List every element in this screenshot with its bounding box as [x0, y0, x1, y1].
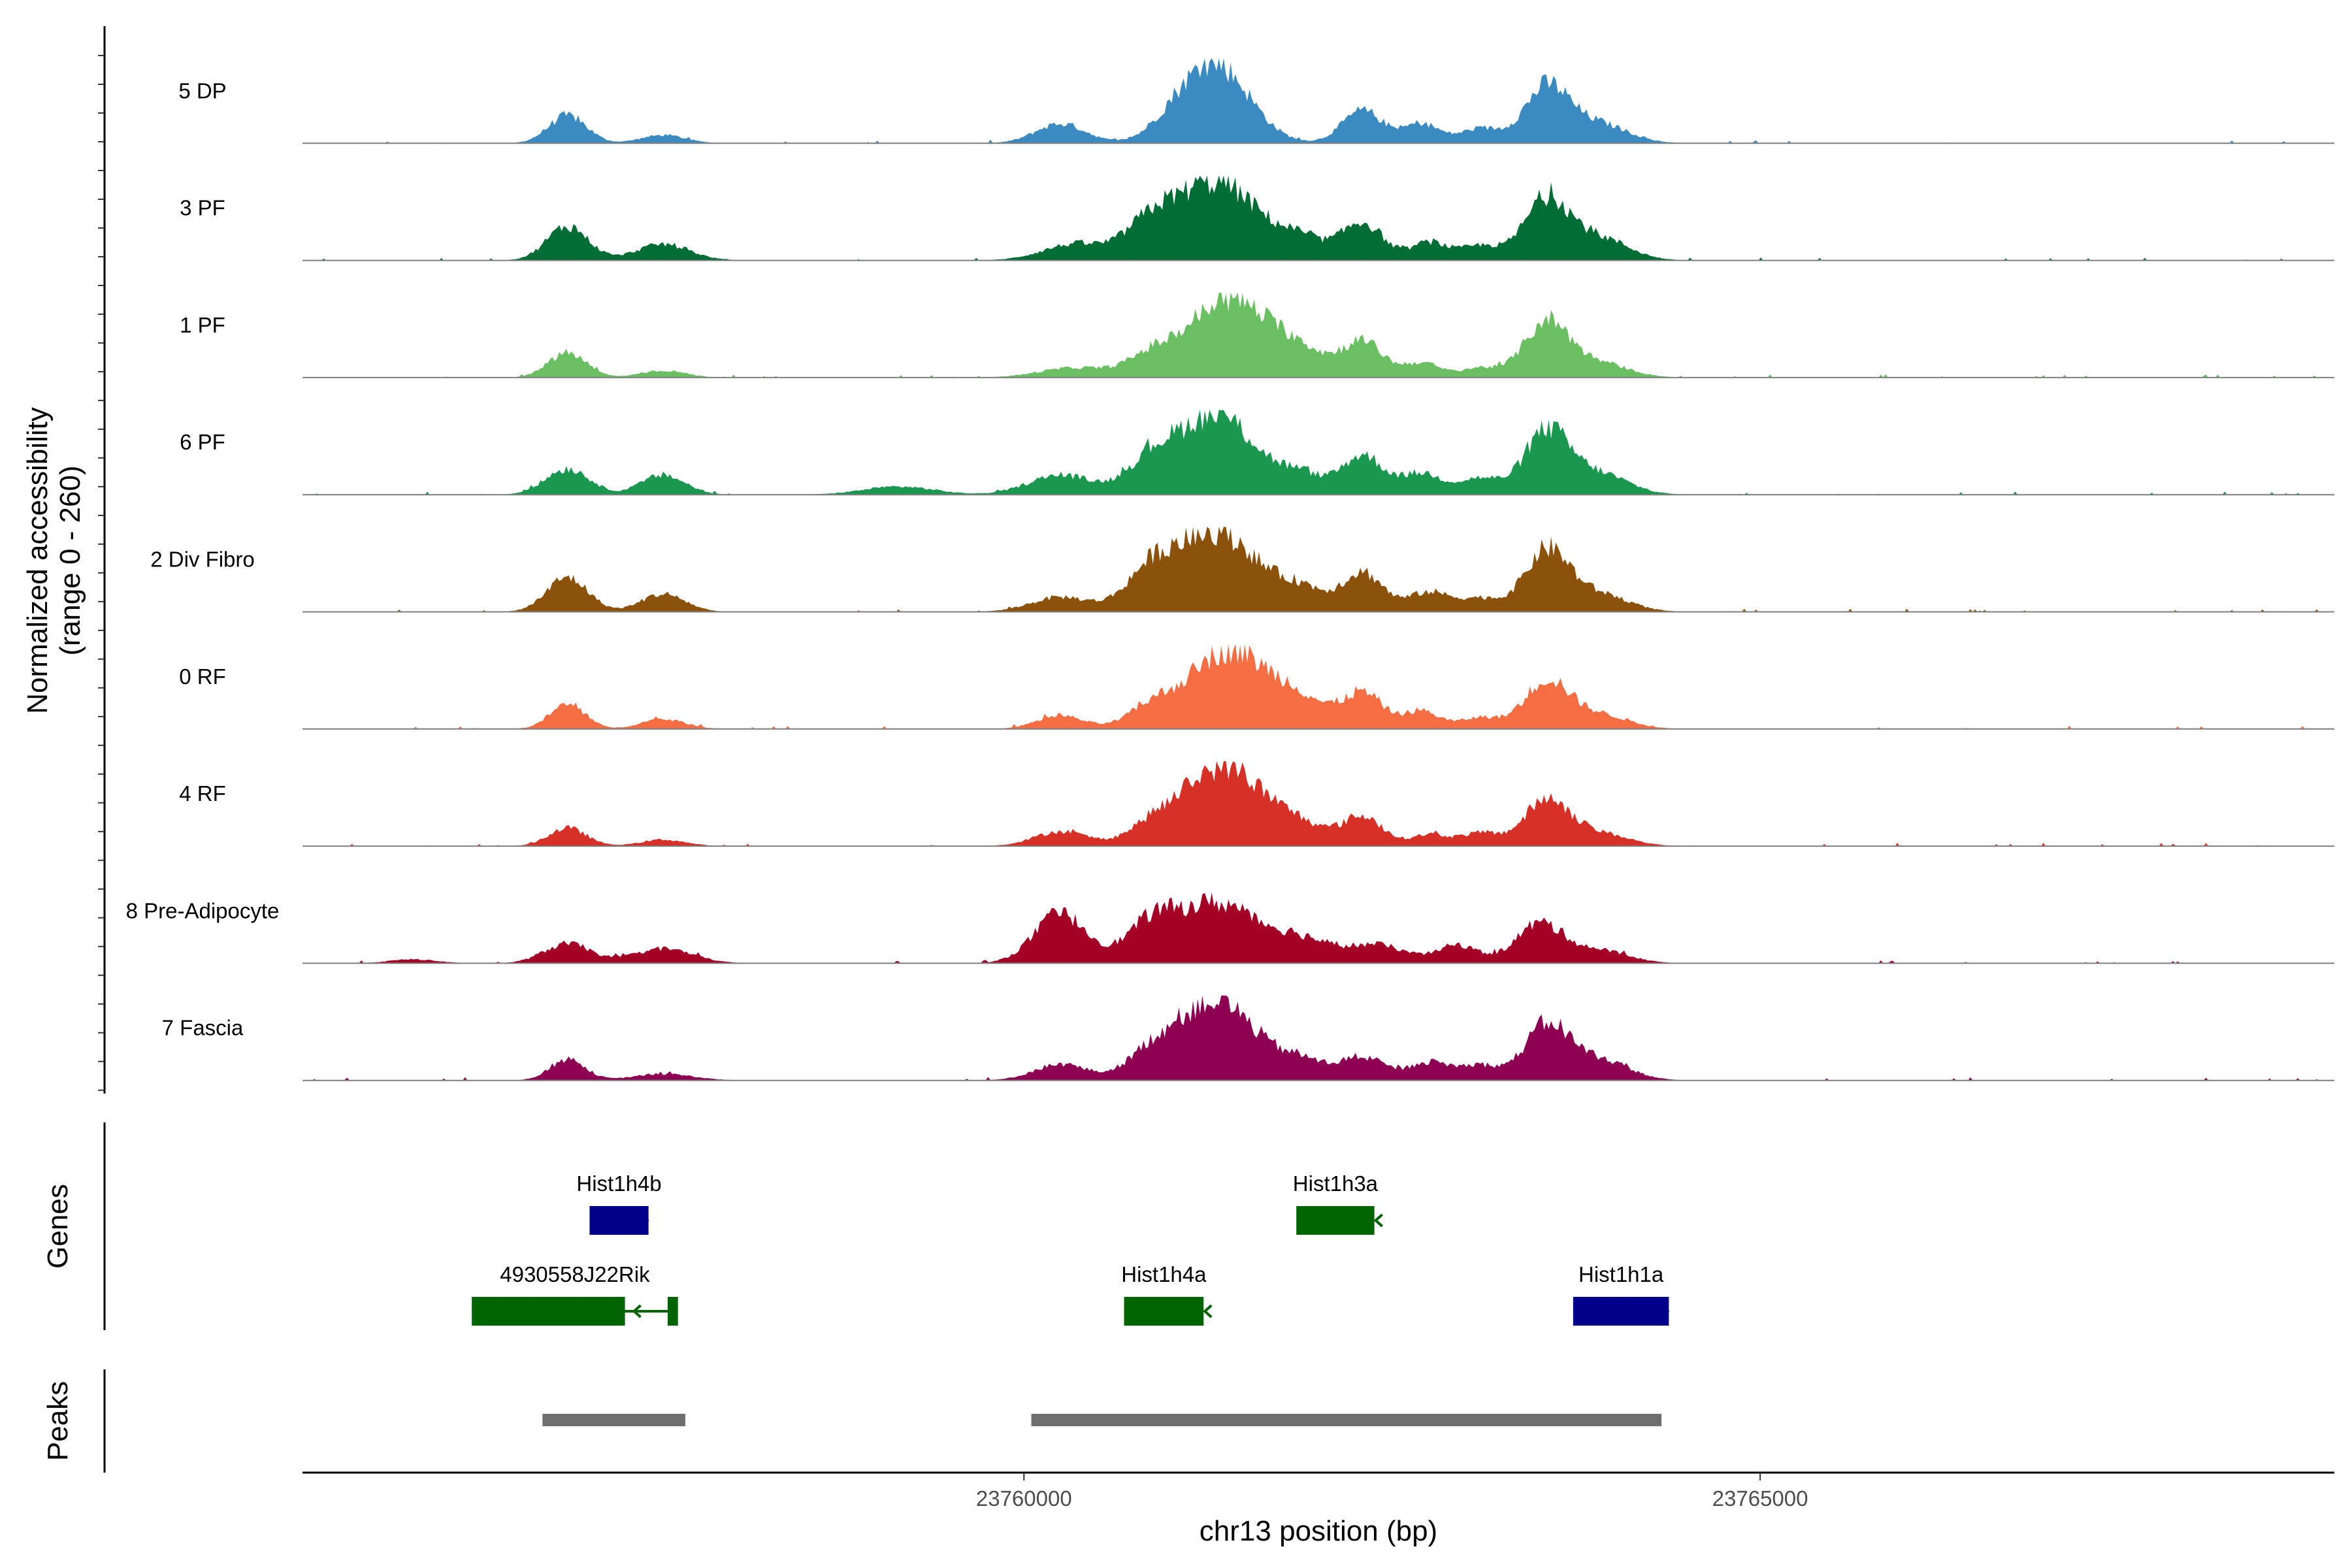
track-label: 5 DP: [178, 78, 226, 103]
track-label: 7 Fascia: [162, 1016, 244, 1040]
gene-label: Hist1h3a: [1293, 1171, 1379, 1196]
track-4: 2 Div Fibro: [150, 527, 2334, 613]
gene-exon: [667, 1297, 678, 1326]
genes-panel: Genes Hist1h4b Hist1h3a 4930558J22Rik Hist1…: [42, 1122, 1670, 1330]
track-7: 8 Pre-Adipocyte: [126, 892, 2334, 964]
coverage-area: [302, 527, 2334, 612]
strand-arrow: [1373, 1213, 1383, 1228]
peak-region: [1031, 1414, 1662, 1426]
coverage-area: [302, 892, 2334, 964]
coverage-area: [302, 58, 2334, 144]
genes-axis-label: Genes: [42, 1184, 74, 1269]
x-axis-label: chr13 position (bp): [1200, 1515, 1437, 1547]
gene-label: 4930558J22Rik: [500, 1262, 650, 1286]
x-tick-label: 23765000: [1712, 1486, 1808, 1511]
track-label: 8 Pre-Adipocyte: [126, 898, 280, 923]
track-label: 3 PF: [180, 196, 225, 220]
coverage-area: [302, 761, 2334, 847]
gene-label: Hist1h1a: [1578, 1262, 1664, 1286]
gene-Hist1h3a: Hist1h3a: [1293, 1171, 1383, 1235]
coverage-area: [302, 410, 2334, 495]
track-label: 6 PF: [180, 430, 225, 454]
gene-exon: [472, 1297, 625, 1326]
gene-Hist1h4a: Hist1h4a: [1121, 1262, 1213, 1326]
coverage-area: [302, 175, 2334, 261]
y-axis-label-line2: (range 0 - 260): [54, 465, 86, 655]
coverage-area: [302, 292, 2334, 378]
y-axis: [98, 26, 106, 1094]
track-6: 4 RF: [179, 761, 2334, 847]
strand-arrow: [1203, 1304, 1213, 1318]
x-tick-label: 23760000: [976, 1486, 1072, 1511]
track-3: 6 PF: [180, 410, 2334, 496]
track-1: 3 PF: [180, 175, 2334, 261]
track-label: 2 Div Fibro: [150, 547, 255, 572]
gene-label: Hist1h4b: [576, 1171, 661, 1196]
gene-exon: [1296, 1206, 1375, 1235]
track-label: 1 PF: [180, 313, 225, 337]
track-label: 4 RF: [179, 781, 226, 806]
track-label: 0 RF: [179, 664, 226, 689]
strand-arrow: [632, 1304, 642, 1318]
track-0: 5 DP: [178, 58, 2334, 144]
peaks-panel: Peaks: [42, 1369, 1662, 1473]
coverage-area: [302, 644, 2334, 729]
strand-arrow: [640, 1213, 649, 1228]
gene-4930558J22Rik: 4930558J22Rik: [472, 1262, 678, 1326]
coverage-tracks: 5 DP 3 PF 1 PF 6 PF 2 Div Fibro 0 RF 4 RF 8 Pre…: [126, 58, 2334, 1081]
peaks-axis-label: Peaks: [42, 1381, 74, 1461]
gene-exon: [1124, 1297, 1204, 1326]
y-axis-label-line1: Normalized accessibility: [22, 407, 54, 713]
strand-arrow: [1660, 1304, 1670, 1318]
track-5: 0 RF: [179, 644, 2334, 730]
gene-Hist1h1a: Hist1h1a: [1573, 1262, 1670, 1326]
peak-region: [542, 1414, 685, 1426]
gene-exon: [589, 1206, 649, 1235]
track-2: 1 PF: [180, 292, 2334, 378]
x-axis: 23760000 23765000: [302, 1471, 2334, 1511]
gene-label: Hist1h4a: [1121, 1262, 1207, 1286]
track-8: 7 Fascia: [162, 995, 2334, 1081]
gene-Hist1h4b: Hist1h4b: [576, 1171, 662, 1235]
coverage-area: [302, 995, 2334, 1081]
gene-exon: [1573, 1297, 1669, 1326]
